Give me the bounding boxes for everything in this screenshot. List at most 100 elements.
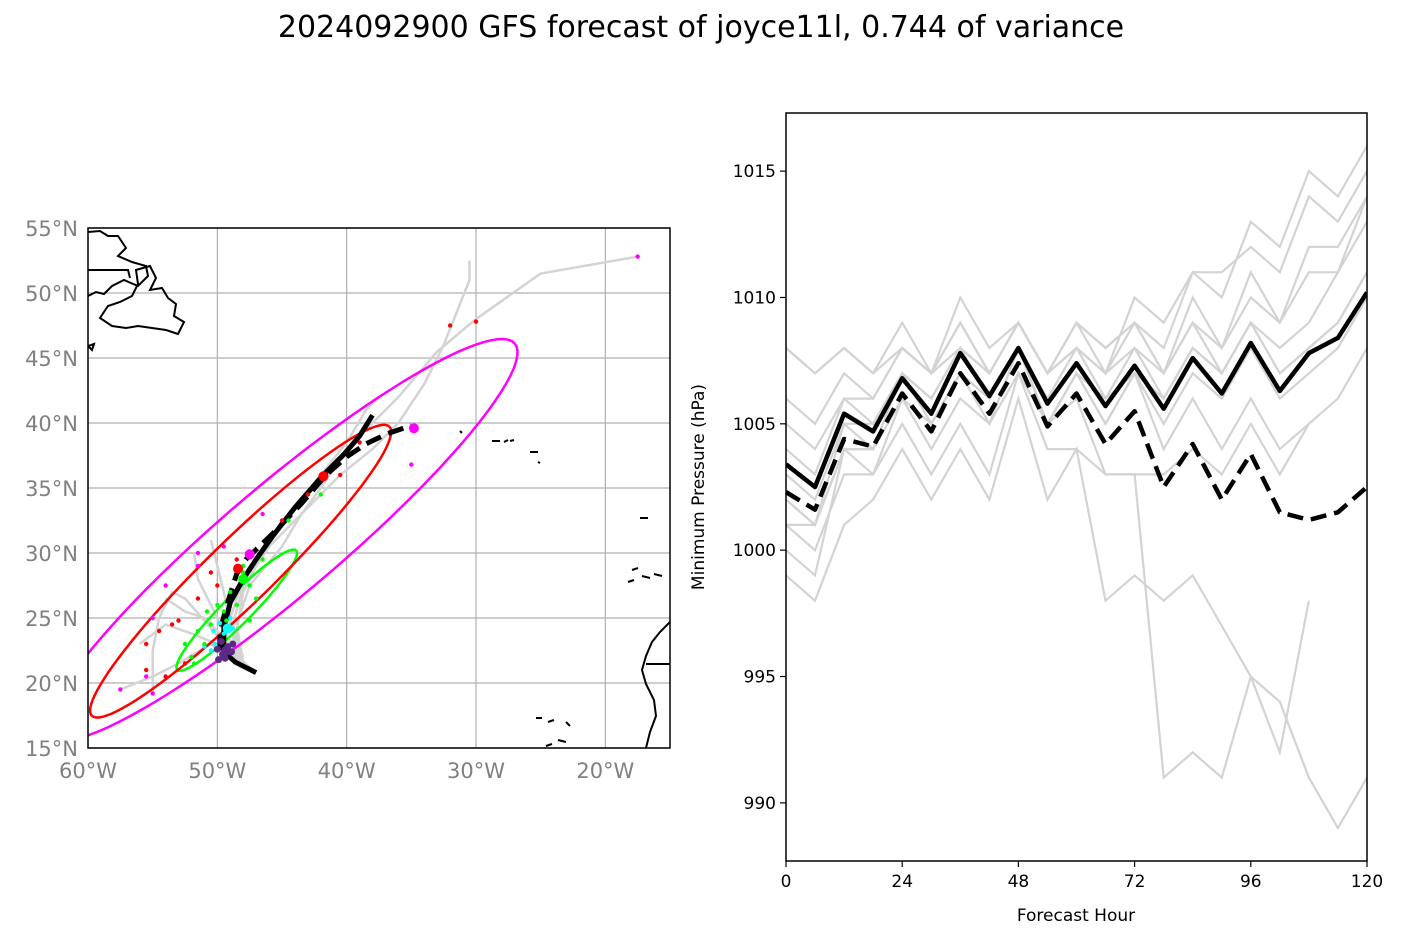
mean-marker-day-3 [238, 574, 249, 584]
ensemble-marker-day-3 [204, 609, 210, 614]
uncertainty-ellipses [88, 337, 519, 737]
mean-marker-day-4 [233, 563, 244, 574]
ensemble-marker-day-3 [221, 609, 226, 614]
ensemble-marker-day-3 [208, 622, 214, 627]
ensemble-marker-day-3 [215, 602, 220, 608]
ensemble-marker-day-4 [176, 618, 181, 623]
mean-marker-day-2 [222, 623, 233, 634]
mean-pressure-solid [786, 291, 1367, 490]
map-lat-tick: 20°N [25, 672, 78, 696]
ensemble-marker-day-4 [156, 628, 162, 634]
ensemble-marker-day-4 [163, 674, 168, 679]
y-axis-label: Minimum Pressure (hPa) [689, 384, 709, 590]
ensemble-marker-day-2 [208, 648, 214, 653]
map-lat-tick: 40°N [25, 412, 78, 436]
mean-track-dashed [217, 423, 413, 651]
mean-pressure-dashed [786, 360, 1367, 523]
ensemble-marker-day-5 [635, 254, 640, 259]
mean-marker-day-4 [318, 471, 329, 482]
ensemble-marker-day-5 [195, 550, 201, 556]
ensemble-pressure-line [786, 271, 1367, 502]
map-lat-tick: 25°N [25, 607, 78, 631]
ensemble-marker-day-4 [305, 492, 311, 497]
ensemble-marker-day-1 [221, 654, 229, 662]
ellipse-day-5 [88, 337, 519, 737]
ensemble-marker-day-4 [182, 661, 188, 666]
ensemble-marker-day-5 [150, 615, 155, 621]
pressure-ticks: 0 24 48 72 96 120 990 995 1000 1005 1010 1015 [733, 162, 1383, 892]
map-lon-tick: 50°W [188, 759, 246, 783]
ensemble-marker-day-1 [229, 640, 237, 648]
mean-marker-day-5 [244, 549, 255, 560]
ensemble-marker-day-2 [217, 621, 223, 626]
ensemble-marker-day-5 [163, 583, 168, 588]
ensemble-marker-day-3 [189, 654, 194, 660]
cape-verde [536, 717, 571, 747]
ensemble-marker-day-2 [211, 628, 216, 634]
quebec-border [88, 269, 131, 279]
ensemble-marker-day-3 [318, 492, 323, 497]
ensemble-marker-day-3 [247, 618, 252, 623]
ensemble-marker-day-5 [195, 563, 201, 569]
ensemble-marker-day-4 [208, 570, 214, 575]
map-lon-tick: 60°W [59, 759, 117, 783]
x-tick-label: 72 [1124, 872, 1146, 892]
ensemble-marker-day-4 [473, 319, 479, 324]
ensemble-pressure-line [786, 296, 1367, 527]
map-lat-tick: 45°N [25, 347, 78, 371]
x-tick-label: 24 [891, 872, 913, 892]
ensemble-marker-day-5 [221, 544, 226, 549]
ensemble-marker-day-2 [212, 641, 217, 647]
ensemble-marker-day-1 [215, 656, 223, 664]
map-tick-labels: 60°W 50°W 40°W 30°W 20°W 55°N 50°N 45°N 40°N 35°N… [25, 217, 634, 783]
ensemble-marker-day-4 [144, 667, 149, 673]
ensemble-marker-day-4 [215, 583, 220, 588]
y-tick-label: 1010 [733, 288, 776, 308]
africa-coastline [640, 621, 670, 748]
ensemble-marker-day-3 [202, 641, 207, 647]
ensemble-marker-day-4 [279, 518, 285, 523]
x-tick-label: 0 [781, 872, 792, 892]
ensemble-marker-day-3 [286, 518, 291, 523]
ensemble-marker-day-5 [144, 674, 149, 679]
position-markers [118, 254, 640, 696]
ensemble-marker-day-4 [169, 622, 175, 627]
ellipse-day-4 [88, 423, 393, 719]
mean-marker-day-5 [408, 423, 419, 434]
coastlines [88, 229, 670, 748]
map-lat-tick: 55°N [25, 217, 78, 241]
mean-marker-day-1 [221, 645, 232, 656]
ensemble-marker-day-3 [253, 596, 259, 601]
y-tick-label: 1000 [733, 541, 776, 561]
figure-title: 2024092900 GFS forecast of joyce11l, 0.7… [277, 10, 1125, 45]
ensemble-marker-day-3 [224, 618, 229, 623]
ensemble-pressure-lines [786, 145, 1367, 831]
map-lat-tick: 30°N [25, 542, 78, 566]
x-tick-label: 120 [1351, 872, 1383, 892]
y-tick-label: 1005 [733, 415, 776, 435]
ensemble-pressure-line [786, 271, 1367, 376]
x-tick-label: 96 [1240, 872, 1262, 892]
ensemble-marker-day-4 [357, 440, 362, 445]
map-lon-tick: 30°W [447, 759, 505, 783]
ensemble-pressure-line [786, 145, 1367, 451]
ensemble-marker-day-3 [195, 628, 201, 634]
pressure-frame [785, 112, 1368, 862]
ensemble-track [209, 539, 245, 658]
ensemble-marker-day-2 [228, 615, 233, 621]
ensemble-marker-day-3 [191, 661, 197, 666]
ensemble-marker-day-4 [338, 472, 343, 478]
map-lat-tick: 50°N [25, 282, 78, 306]
map-lon-tick: 40°W [318, 759, 376, 783]
ensemble-pressure-line [786, 394, 1310, 757]
map-frame [87, 227, 671, 749]
y-tick-label: 990 [744, 794, 776, 814]
map-lat-tick: 35°N [25, 477, 78, 501]
ensemble-marker-day-3 [260, 557, 265, 562]
map-lon-tick: 20°W [576, 759, 634, 783]
ensemble-marker-day-5 [150, 691, 155, 696]
ensemble-marker-day-3 [234, 602, 239, 608]
ensemble-marker-day-5 [409, 462, 414, 467]
